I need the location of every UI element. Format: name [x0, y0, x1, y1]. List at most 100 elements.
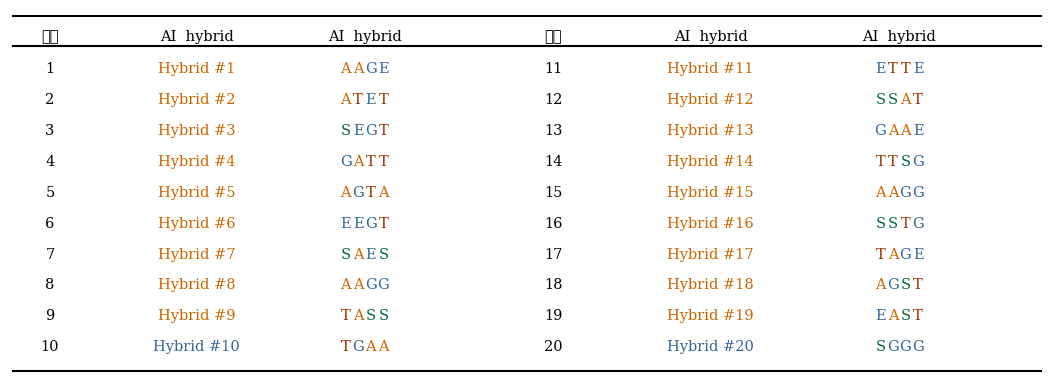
Text: 9: 9 — [45, 309, 55, 323]
Text: S: S — [366, 309, 376, 323]
Text: S: S — [887, 216, 898, 231]
Text: 3: 3 — [45, 124, 55, 138]
Text: T: T — [876, 155, 885, 169]
Text: 6: 6 — [45, 216, 55, 231]
Text: T: T — [378, 216, 388, 231]
Text: A: A — [366, 340, 376, 354]
Text: G: G — [912, 340, 924, 354]
Text: S: S — [875, 340, 885, 354]
Text: G: G — [365, 124, 376, 138]
Text: A: A — [353, 155, 364, 169]
Text: T: T — [900, 216, 911, 231]
Text: Hybrid #3: Hybrid #3 — [158, 124, 235, 138]
Text: T: T — [340, 309, 351, 323]
Text: 17: 17 — [544, 247, 563, 262]
Text: S: S — [875, 216, 885, 231]
Text: Hybrid #15: Hybrid #15 — [667, 186, 754, 200]
Text: S: S — [378, 247, 389, 262]
Text: Hybrid #13: Hybrid #13 — [667, 124, 754, 138]
Text: G: G — [900, 186, 912, 200]
Text: G: G — [900, 340, 912, 354]
Text: E: E — [353, 124, 364, 138]
Text: T: T — [378, 155, 388, 169]
Text: Hybrid #16: Hybrid #16 — [667, 216, 754, 231]
Text: 번호: 번호 — [41, 30, 59, 44]
Text: E: E — [913, 124, 923, 138]
Text: T: T — [913, 278, 923, 293]
Text: T: T — [900, 62, 911, 76]
Text: 16: 16 — [544, 216, 563, 231]
Text: G: G — [900, 247, 912, 262]
Text: Hybrid #19: Hybrid #19 — [667, 309, 754, 323]
Text: S: S — [875, 93, 885, 107]
Text: 10: 10 — [41, 340, 59, 354]
Text: G: G — [912, 186, 924, 200]
Text: G: G — [352, 186, 364, 200]
Text: S: S — [887, 93, 898, 107]
Text: T: T — [366, 155, 375, 169]
Text: Hybrid #5: Hybrid #5 — [158, 186, 235, 200]
Text: 2: 2 — [45, 93, 55, 107]
Text: T: T — [889, 62, 898, 76]
Text: A: A — [887, 247, 898, 262]
Text: 18: 18 — [544, 278, 563, 293]
Text: S: S — [340, 124, 351, 138]
Text: T: T — [353, 93, 363, 107]
Text: A: A — [378, 340, 389, 354]
Text: AI  hybrid: AI hybrid — [862, 30, 936, 44]
Text: G: G — [912, 216, 924, 231]
Text: Hybrid #6: Hybrid #6 — [158, 216, 235, 231]
Text: G: G — [377, 278, 389, 293]
Text: 13: 13 — [544, 124, 563, 138]
Text: G: G — [912, 155, 924, 169]
Text: Hybrid #1: Hybrid #1 — [158, 62, 235, 76]
Text: S: S — [900, 155, 911, 169]
Text: E: E — [913, 247, 923, 262]
Text: A: A — [875, 186, 885, 200]
Text: S: S — [340, 247, 351, 262]
Text: A: A — [900, 124, 911, 138]
Text: 15: 15 — [544, 186, 563, 200]
Text: 4: 4 — [45, 155, 55, 169]
Text: Hybrid #17: Hybrid #17 — [667, 247, 754, 262]
Text: A: A — [353, 309, 364, 323]
Text: Hybrid #9: Hybrid #9 — [158, 309, 235, 323]
Text: A: A — [887, 124, 898, 138]
Text: 14: 14 — [544, 155, 563, 169]
Text: A: A — [887, 186, 898, 200]
Text: T: T — [366, 186, 375, 200]
Text: E: E — [378, 62, 389, 76]
Text: AI  hybrid: AI hybrid — [160, 30, 234, 44]
Text: Hybrid #12: Hybrid #12 — [667, 93, 754, 107]
Text: E: E — [366, 247, 376, 262]
Text: 5: 5 — [45, 186, 55, 200]
Text: T: T — [889, 155, 898, 169]
Text: T: T — [378, 93, 388, 107]
Text: S: S — [900, 309, 911, 323]
Text: Hybrid #20: Hybrid #20 — [667, 340, 754, 354]
Text: 11: 11 — [544, 62, 563, 76]
Text: E: E — [366, 93, 376, 107]
Text: A: A — [353, 278, 364, 293]
Text: Hybrid #2: Hybrid #2 — [158, 93, 235, 107]
Text: AI  hybrid: AI hybrid — [674, 30, 747, 44]
Text: Hybrid #10: Hybrid #10 — [154, 340, 240, 354]
Text: Hybrid #8: Hybrid #8 — [158, 278, 235, 293]
Text: G: G — [365, 62, 376, 76]
Text: E: E — [875, 309, 885, 323]
Text: T: T — [913, 309, 923, 323]
Text: G: G — [875, 124, 886, 138]
Text: E: E — [353, 216, 364, 231]
Text: T: T — [340, 340, 351, 354]
Text: Hybrid #7: Hybrid #7 — [158, 247, 235, 262]
Text: A: A — [378, 186, 389, 200]
Text: Hybrid #11: Hybrid #11 — [667, 62, 754, 76]
Text: T: T — [378, 124, 388, 138]
Text: A: A — [340, 93, 351, 107]
Text: A: A — [887, 309, 898, 323]
Text: T: T — [876, 247, 885, 262]
Text: E: E — [340, 216, 351, 231]
Text: Hybrid #18: Hybrid #18 — [667, 278, 754, 293]
Text: 7: 7 — [45, 247, 55, 262]
Text: 번호: 번호 — [545, 30, 562, 44]
